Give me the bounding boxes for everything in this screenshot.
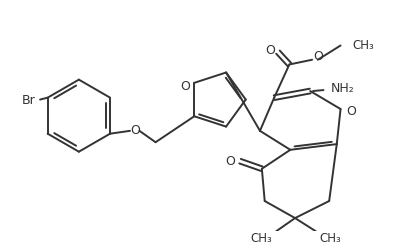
Text: NH₂: NH₂	[331, 82, 355, 95]
Text: Br: Br	[22, 94, 35, 107]
Text: O: O	[346, 105, 356, 118]
Text: O: O	[313, 51, 323, 63]
Text: O: O	[265, 44, 275, 57]
Text: CH₃: CH₃	[320, 233, 342, 244]
Text: CH₃: CH₃	[352, 39, 374, 52]
Text: O: O	[130, 124, 139, 137]
Text: O: O	[225, 155, 235, 168]
Text: O: O	[181, 80, 191, 93]
Text: CH₃: CH₃	[251, 233, 272, 244]
